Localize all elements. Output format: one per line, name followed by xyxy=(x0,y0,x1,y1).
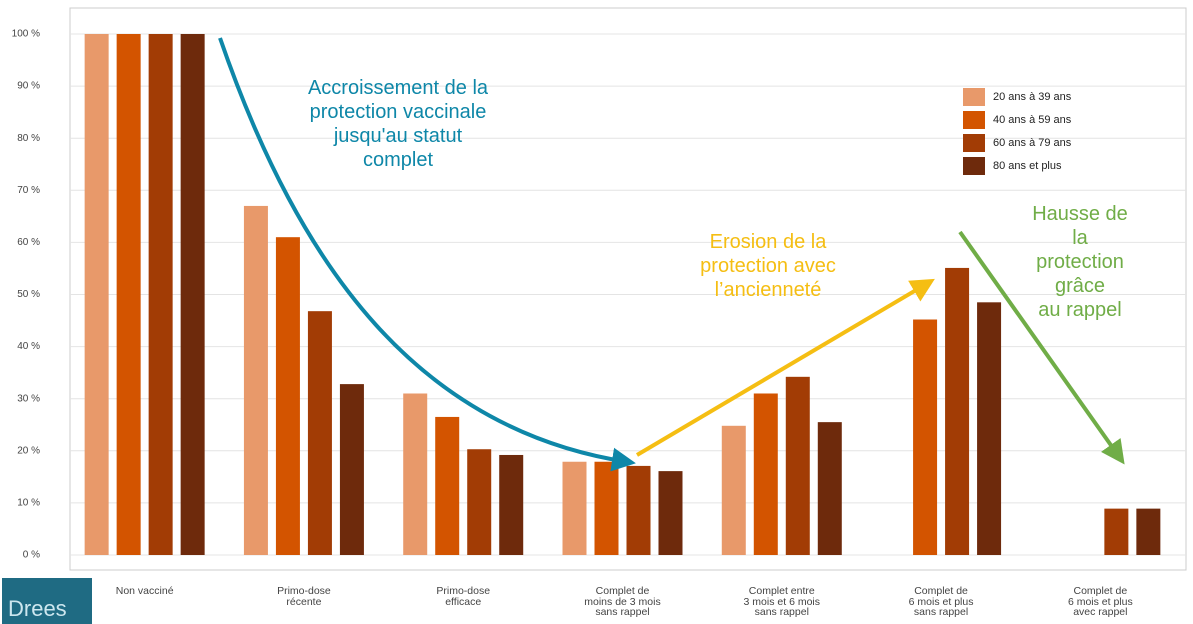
annotation: Erosion de la protection avec l’ancienne… xyxy=(700,231,836,301)
legend-swatch xyxy=(963,88,985,106)
bar xyxy=(817,422,842,555)
bar xyxy=(945,267,970,555)
bar xyxy=(626,465,651,555)
x-tick-label: Primo-dose efficace xyxy=(436,585,491,608)
bar xyxy=(467,449,492,555)
legend-swatch xyxy=(963,157,985,175)
y-tick-label: 0 % xyxy=(23,550,40,561)
y-tick-label: 10 % xyxy=(17,498,40,509)
bar xyxy=(339,384,364,555)
logo: Drees xyxy=(8,596,67,621)
x-tick-label: Non vacciné xyxy=(115,585,174,597)
bar xyxy=(913,319,938,555)
legend-label: 60 ans à 79 ans xyxy=(993,137,1072,149)
bar xyxy=(594,461,619,555)
arrow xyxy=(218,37,636,472)
bar xyxy=(275,237,300,555)
legend-swatch xyxy=(963,111,985,129)
arrow xyxy=(958,230,1125,465)
bar xyxy=(1136,508,1161,555)
bar xyxy=(785,376,810,555)
y-tick-label: 90 % xyxy=(17,81,40,92)
y-tick-label: 50 % xyxy=(17,289,40,300)
x-tick-label: Complet de 6 mois et plus avec rappel xyxy=(1067,585,1133,618)
bar xyxy=(84,34,109,555)
legend-label: 40 ans à 59 ans xyxy=(993,114,1072,126)
y-tick-label: 30 % xyxy=(17,393,40,404)
legend-swatch xyxy=(963,134,985,152)
bar xyxy=(180,34,205,555)
bar xyxy=(1104,508,1129,555)
x-tick-label: Complet entre 3 mois et 6 mois sans rapp… xyxy=(743,585,820,618)
x-tick-label: Complet de 6 mois et plus sans rappel xyxy=(908,585,974,618)
bar xyxy=(307,311,332,555)
annotation: Hausse de la protection grâce au rappel xyxy=(1032,203,1128,321)
bar xyxy=(658,471,683,555)
legend-label: 80 ans et plus xyxy=(993,160,1062,172)
arrow xyxy=(635,278,935,457)
bar xyxy=(435,416,460,555)
bar xyxy=(499,454,524,555)
annotation: Accroissement de la protection vaccinale… xyxy=(307,77,489,171)
bar xyxy=(116,34,141,555)
y-tick-label: 20 % xyxy=(17,445,40,456)
bar xyxy=(562,461,587,555)
y-tick-label: 80 % xyxy=(17,133,40,144)
legend-label: 20 ans à 39 ans xyxy=(993,91,1072,103)
plot-frame xyxy=(69,7,1187,571)
bar xyxy=(721,425,746,555)
bar xyxy=(403,393,428,555)
logo-bg xyxy=(2,578,92,624)
x-tick-label: Primo-dose récente xyxy=(277,585,331,608)
y-tick-label: 100 % xyxy=(12,29,40,40)
bar xyxy=(148,34,173,555)
x-tick-label: Complet de moins de 3 mois sans rappel xyxy=(584,585,661,618)
y-tick-label: 70 % xyxy=(17,185,40,196)
bar xyxy=(753,393,778,555)
bar xyxy=(243,205,268,555)
y-tick-label: 40 % xyxy=(17,341,40,352)
y-tick-label: 60 % xyxy=(17,237,40,248)
bar xyxy=(977,302,1002,555)
